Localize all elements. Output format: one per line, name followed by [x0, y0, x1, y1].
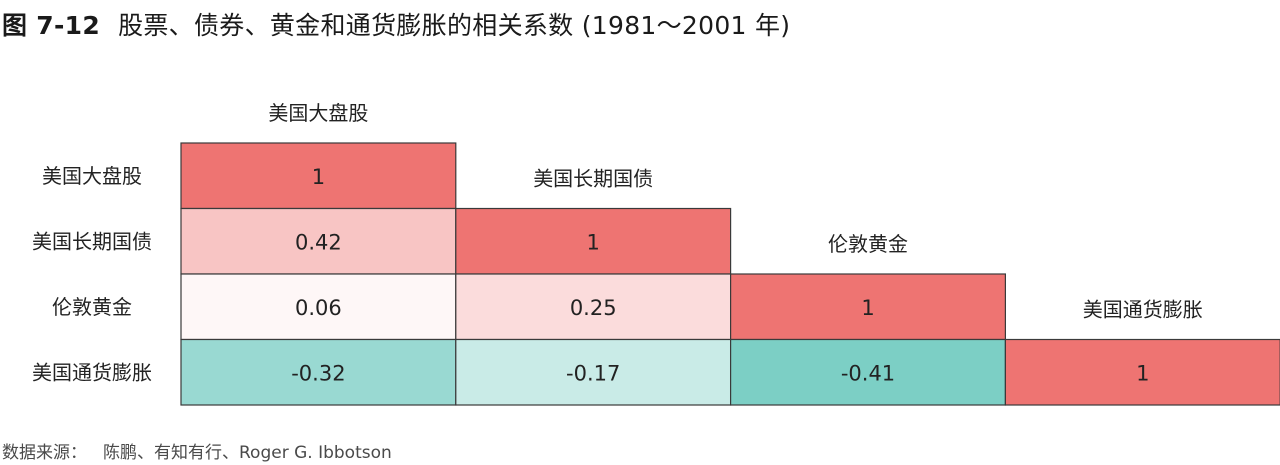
cell-value-label: 1 [1136, 361, 1149, 385]
cell-value-label: 1 [861, 296, 874, 320]
column-label: 美国通货膨胀 [1083, 298, 1203, 322]
heatmap-cell [455, 207, 732, 275]
heatmap-cell [1004, 338, 1280, 406]
heatmap-cell [729, 273, 1006, 341]
heatmap-cell [455, 273, 732, 341]
figure-title: 图 7-12 股票、债券、黄金和通货膨胀的相关系数 (1981～2001 年) [2, 6, 790, 42]
column-label: 美国大盘股 [268, 101, 368, 125]
row-label: 美国长期国债 [32, 229, 152, 253]
cell-value-label: 0.06 [295, 296, 342, 320]
cell-value-label: 1 [587, 230, 600, 254]
heatmap-cell [180, 338, 457, 406]
heatmap-cell [180, 273, 457, 341]
source-label: 数据来源： [2, 443, 87, 463]
heatmap-cell [455, 338, 732, 406]
row-label: 伦敦黄金 [52, 295, 132, 319]
cell-value-label: 0.25 [570, 296, 617, 320]
heatmap-cell [729, 338, 1006, 406]
cell-value-label: 1 [312, 165, 325, 189]
column-label: 伦敦黄金 [828, 232, 908, 256]
figure-number: 图 7-12 [2, 11, 101, 40]
cell-value-label: 0.42 [295, 230, 342, 254]
source-note: 数据来源： 陈鹏、有知有行、Roger G. Ibbotson [2, 438, 392, 463]
row-label: 美国大盘股 [42, 164, 142, 188]
cell-value-label: -0.32 [291, 361, 345, 385]
cell-value-label: -0.17 [566, 361, 620, 385]
source-text: 陈鹏、有知有行、Roger G. Ibbotson [103, 443, 392, 463]
row-label: 美国通货膨胀 [32, 360, 152, 384]
figure-title-text: 股票、债券、黄金和通货膨胀的相关系数 (1981～2001 年) [118, 11, 791, 40]
cell-value-label: -0.41 [841, 361, 895, 385]
column-label: 美国长期国债 [533, 167, 653, 191]
